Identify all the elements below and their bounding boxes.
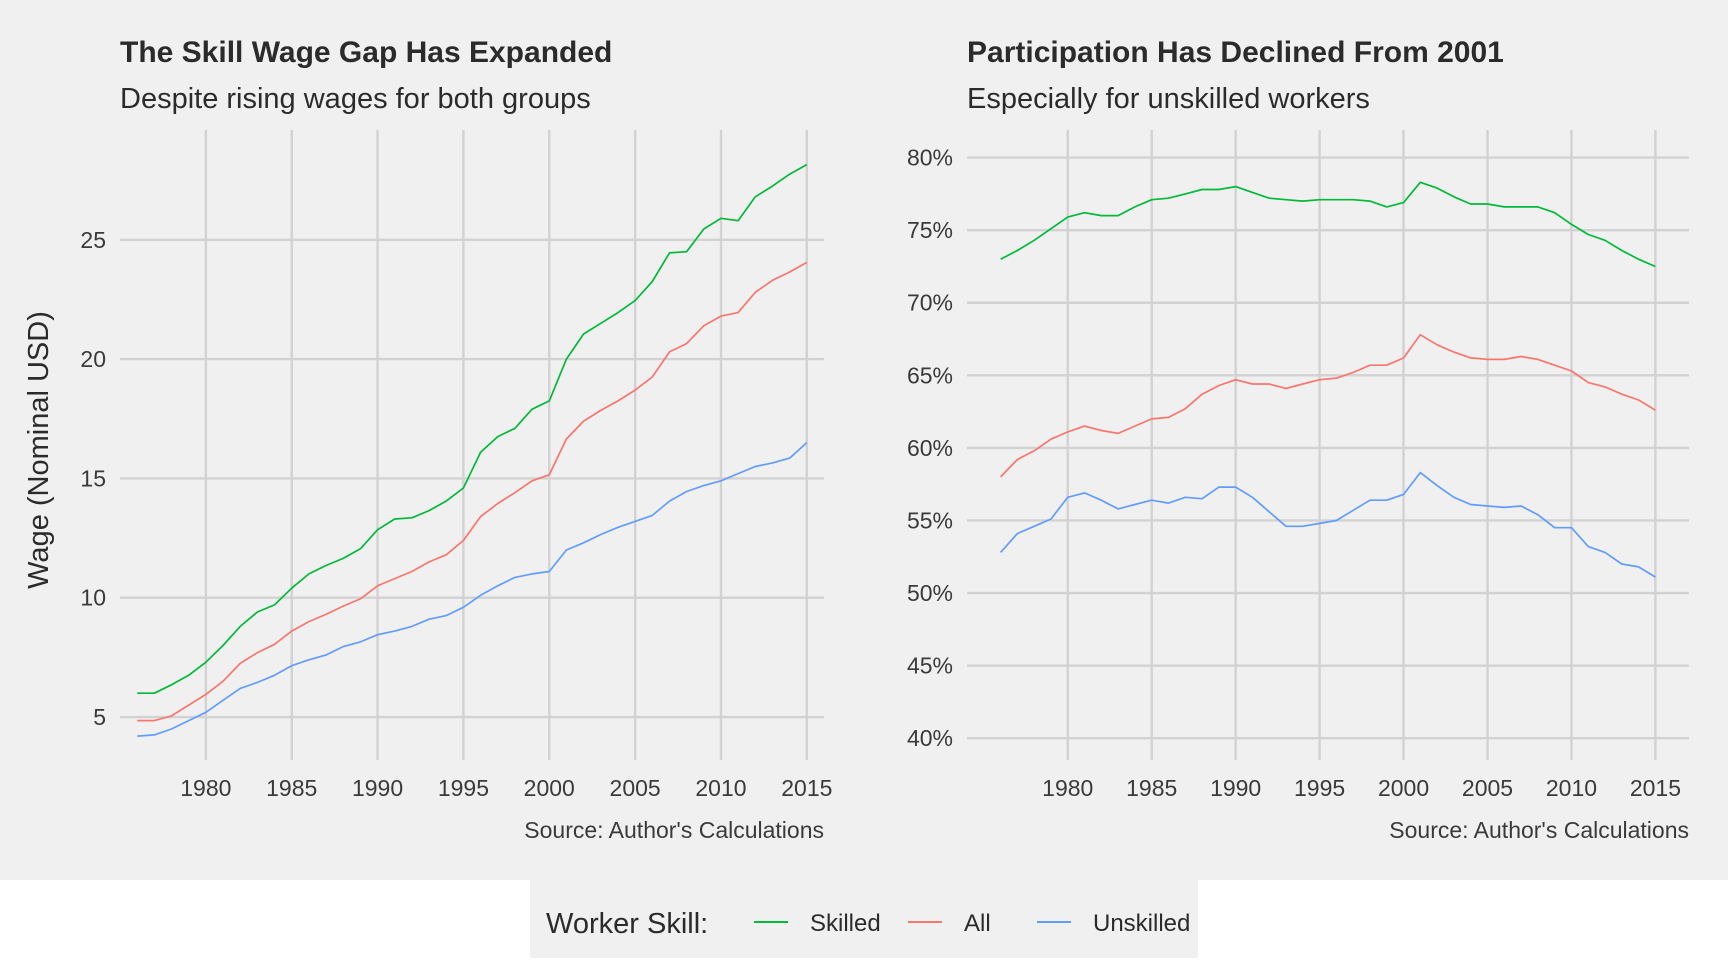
wage-chart-x-tick-label: 1980: [180, 775, 231, 801]
wage-chart-x-ticks: 1980 1985 1990 1995 2000 2005 2010 2015: [180, 775, 832, 801]
participation-chart-x-tick-label: 2005: [1462, 775, 1513, 801]
wage-chart-y-tick-label: 25: [80, 227, 106, 253]
wage-chart-y-tick-label: 20: [80, 346, 106, 372]
legend-label-skilled: Skilled: [810, 910, 881, 937]
wage-chart-series: [137, 163, 808, 737]
participation-chart-x-tick-label: 1990: [1210, 775, 1261, 801]
participation-chart-series: [999, 181, 1656, 578]
participation-chart-x-tick-label: 1980: [1042, 775, 1093, 801]
participation-chart-x-ticks: 1980 1985 1990 1995 2000 2005 2010 2015: [1042, 775, 1681, 801]
wage-chart-subtitle: Despite rising wages for both groups: [120, 83, 591, 115]
legend-title: Worker Skill:: [546, 908, 708, 940]
participation-chart-x-tick-label: 2000: [1378, 775, 1429, 801]
participation-chart-y-tick-label: 50%: [907, 580, 953, 606]
legend-items: Skilled All Unskilled: [754, 910, 1190, 937]
wage-chart-x-tick-label: 2010: [695, 775, 746, 801]
wage-chart-title: The Skill Wage Gap Has Expanded: [120, 36, 612, 69]
wage-chart-caption: Source: Author's Calculations: [524, 817, 824, 843]
participation-chart-y-tick-label: 55%: [907, 507, 953, 533]
wage-chart-y-tick-label: 10: [80, 585, 106, 611]
legend-label-unskilled: Unskilled: [1093, 910, 1190, 937]
wage-chart: The Skill Wage Gap Has Expanded Despite …: [23, 36, 832, 843]
wage-chart-x-tick-label: 2000: [524, 775, 575, 801]
wage-chart-series-all: [137, 261, 808, 722]
wage-chart-x-tick-label: 1985: [266, 775, 317, 801]
wage-chart-gridlines: [120, 130, 824, 760]
participation-chart-series-all: [999, 333, 1656, 478]
wage-chart-x-tick-label: 2005: [610, 775, 661, 801]
wage-chart-x-tick-label: 1990: [352, 775, 403, 801]
figure-background: [0, 0, 1728, 880]
wage-chart-series-unskilled: [137, 441, 808, 737]
participation-chart-subtitle: Especially for unskilled workers: [967, 83, 1370, 115]
participation-chart-series-unskilled: [999, 471, 1656, 578]
wage-chart-y-ticks: 5 10 15 20 25: [80, 227, 106, 730]
participation-chart-x-tick-label: 2010: [1546, 775, 1597, 801]
participation-chart-gridlines: [967, 130, 1689, 760]
participation-chart-y-tick-label: 80%: [907, 145, 953, 171]
participation-chart-y-tick-label: 40%: [907, 725, 953, 751]
participation-chart-y-tick-label: 60%: [907, 435, 953, 461]
wage-chart-x-tick-label: 2015: [781, 775, 832, 801]
wage-chart-y-tick-label: 15: [80, 465, 106, 491]
participation-chart-y-tick-label: 45%: [907, 653, 953, 679]
participation-chart-x-tick-label: 1995: [1294, 775, 1345, 801]
legend-label-all: All: [964, 910, 991, 937]
participation-chart-title: Participation Has Declined From 2001: [967, 36, 1504, 69]
participation-chart-x-tick-label: 1985: [1126, 775, 1177, 801]
wage-chart-x-tick-label: 1995: [438, 775, 489, 801]
legend-box: [530, 880, 1198, 958]
participation-chart: Participation Has Declined From 2001 Esp…: [907, 36, 1689, 843]
wage-chart-y-axis-label: Wage (Nominal USD): [23, 311, 55, 589]
legend: Worker Skill: Skilled All Unskilled: [530, 880, 1198, 958]
participation-chart-caption: Source: Author's Calculations: [1389, 817, 1689, 843]
wage-chart-y-tick-label: 5: [93, 704, 106, 730]
participation-chart-x-tick-label: 2015: [1630, 775, 1681, 801]
wage-chart-series-skilled: [137, 163, 808, 695]
participation-chart-y-ticks: 40% 45% 50% 55% 60% 65% 70% 75% 80%: [907, 145, 953, 752]
participation-chart-y-tick-label: 75%: [907, 217, 953, 243]
participation-chart-series-skilled: [1000, 181, 1656, 268]
participation-chart-y-tick-label: 65%: [907, 362, 953, 388]
participation-chart-y-tick-label: 70%: [907, 290, 953, 316]
